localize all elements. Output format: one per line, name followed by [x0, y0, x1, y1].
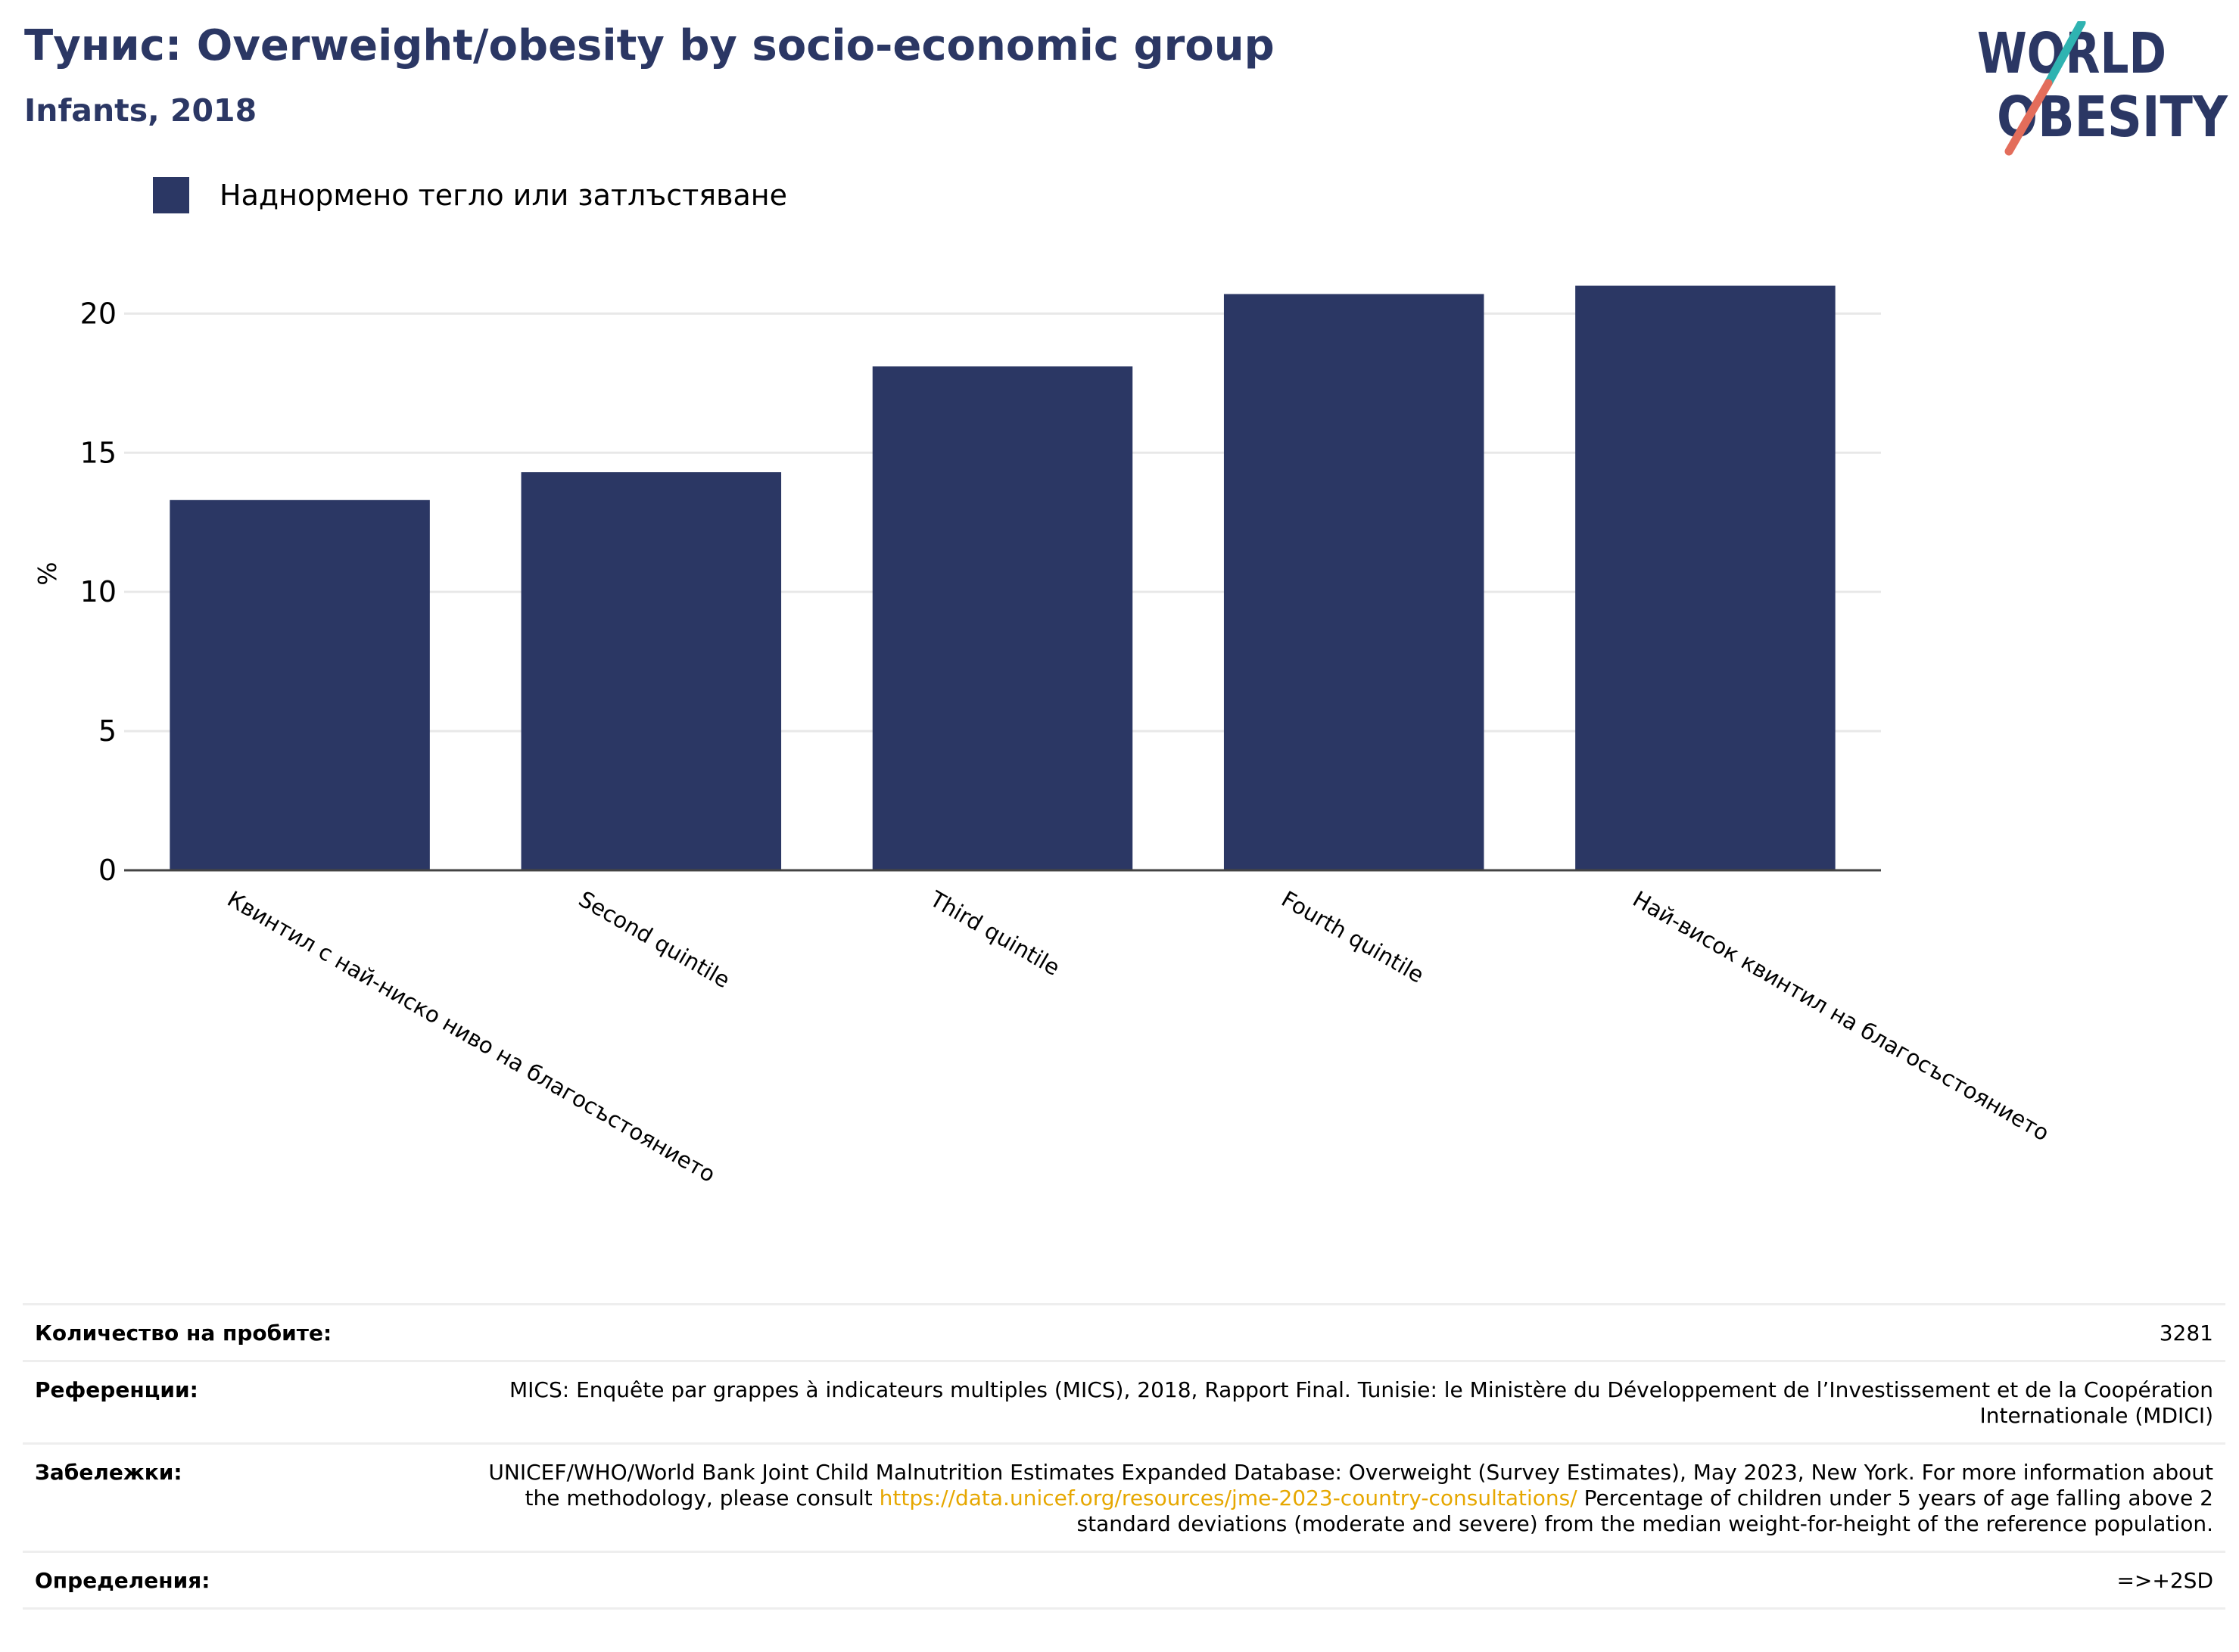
definitions-label: Определения:	[35, 1568, 210, 1593]
y-tick-label: 20	[80, 297, 117, 330]
bar	[1223, 294, 1484, 871]
page-subtitle: Infants, 2018	[24, 92, 257, 129]
bar	[1575, 285, 1836, 871]
x-tick-label: Third quintile	[925, 885, 1064, 981]
info-row-sample-size: Количество на пробите: 3281	[23, 1305, 2225, 1362]
y-tick-label: 10	[80, 575, 117, 608]
references-value: MICS: Enquête par grappes à indicateurs …	[509, 1377, 2213, 1428]
y-tick-labels: 0 5 10 15 20	[80, 297, 117, 887]
notes-text-before: UNICEF/WHO/World Bank Joint Child Malnut…	[488, 1460, 2213, 1510]
logo-slash-coral	[2004, 79, 2053, 156]
sample-size-value: 3281	[2159, 1321, 2213, 1346]
legend-label: Наднормено тегло или затлъстяване	[220, 179, 787, 212]
x-tick-label: Най-висок квинтил на благосъстоянието	[1628, 886, 2054, 1146]
notes-text-after: Percentage of children under 5 years of …	[1076, 1486, 2213, 1536]
definitions-value: =>+2SD	[2116, 1568, 2213, 1593]
x-tick-label: Fourth quintile	[1277, 886, 1428, 988]
sample-size-label: Количество на пробите:	[35, 1321, 332, 1346]
bar	[170, 499, 430, 870]
legend-swatch	[153, 177, 189, 213]
notes-value: UNICEF/WHO/World Bank Joint Child Malnut…	[487, 1460, 2213, 1537]
x-tick-label: Second quintile	[575, 886, 734, 994]
bar	[872, 366, 1133, 871]
bar	[521, 472, 782, 870]
y-tick-label: 15	[80, 436, 117, 469]
logo-slash-teal	[2044, 21, 2086, 88]
world-obesity-logo: WORLD OBESITY	[1977, 21, 2228, 156]
y-tick-label: 5	[98, 714, 117, 748]
page-title: Тунис: Overweight/obesity by socio-econo…	[24, 21, 1275, 70]
bar-chart: 0 5 10 15 20 Квинтил с най-ниско ниво на бла…	[33, 285, 2054, 1187]
info-row-references: Референции: MICS: Enquête par grappes à …	[23, 1362, 2225, 1445]
y-axis-label: %	[33, 562, 62, 585]
chart-legend: Наднормено тегло или затлъстяване	[153, 176, 787, 215]
notes-label: Забележки:	[35, 1460, 182, 1485]
info-row-notes: Забележки: UNICEF/WHO/World Bank Joint C…	[23, 1445, 2225, 1553]
y-tick-label: 0	[98, 854, 117, 887]
x-tick-labels: Квинтил с най-ниско ниво на благосъстоян…	[223, 885, 2054, 1187]
methodology-link[interactable]: https://data.unicef.org/resources/jme-20…	[879, 1486, 1577, 1510]
references-label: Референции:	[35, 1377, 198, 1402]
logo-line2: OBESITY	[1997, 85, 2228, 150]
info-row-definitions: Определения: =>+2SD	[23, 1553, 2225, 1610]
bars	[170, 285, 1836, 871]
info-table: Количество на пробите: 3281 Референции: …	[23, 1303, 2225, 1610]
